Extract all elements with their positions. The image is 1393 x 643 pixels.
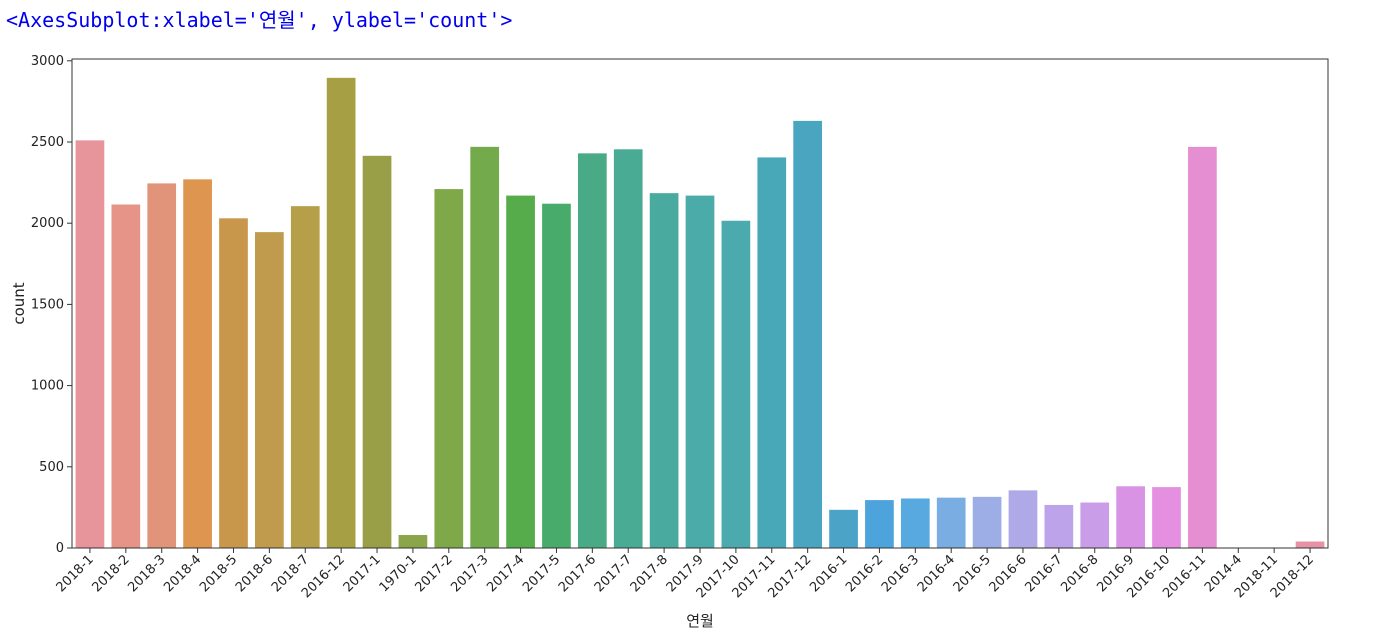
x-tick-label: 2017-5 bbox=[520, 552, 563, 595]
x-tick-label: 2016-3 bbox=[879, 552, 922, 595]
x-axis-ticks: 2018-12018-22018-32018-42018-52018-62018… bbox=[54, 548, 1317, 601]
x-tick-label: 2016-8 bbox=[1058, 552, 1101, 595]
bar-1970-1 bbox=[398, 535, 428, 548]
bar-2016-7 bbox=[1044, 504, 1074, 548]
bar-2018-5 bbox=[219, 218, 248, 548]
bar-2018-6 bbox=[255, 232, 284, 548]
bar-2018-12 bbox=[1295, 541, 1325, 548]
bar-2018-4 bbox=[183, 179, 212, 549]
x-tick-label: 2016-1 bbox=[807, 552, 850, 595]
bar-2018-7 bbox=[290, 206, 320, 548]
x-tick-label: 2017-2 bbox=[412, 552, 455, 595]
x-tick-label: 2016-2 bbox=[843, 552, 886, 595]
x-tick-label: 2017-6 bbox=[556, 552, 599, 595]
bar-2018-3 bbox=[147, 183, 177, 548]
x-tick-label: 2016-5 bbox=[951, 552, 994, 595]
bar-2018-1 bbox=[75, 140, 105, 548]
bar-2017-2 bbox=[434, 189, 464, 549]
x-tick-label: 2017-8 bbox=[628, 552, 671, 595]
bar-2017-9 bbox=[685, 195, 715, 548]
output-repr-text: <AxesSubplot:xlabel='연월', ylabel='count'… bbox=[6, 8, 513, 32]
x-tick-label: 2018-4 bbox=[161, 552, 204, 595]
y-tick-label: 3000 bbox=[31, 54, 64, 69]
x-tick-label: 2018-6 bbox=[233, 552, 276, 595]
bar-2017-3 bbox=[470, 146, 500, 548]
bar-2016-5 bbox=[972, 496, 1002, 548]
y-tick-label: 1000 bbox=[31, 379, 64, 394]
bar-2016-12 bbox=[326, 77, 356, 548]
y-axis-ticks: 0 500 1000 1500 2000 2500 3000 bbox=[31, 54, 72, 556]
bar-2017-4 bbox=[506, 195, 535, 548]
bar-2017-11 bbox=[757, 157, 787, 549]
bar-2016-4 bbox=[936, 497, 966, 548]
x-tick-label: 2017-3 bbox=[448, 552, 491, 595]
bar-2016-11 bbox=[1188, 146, 1217, 548]
bar-2017-5 bbox=[542, 203, 571, 548]
bar-2016-1 bbox=[829, 509, 858, 548]
x-tick-label: 2016-6 bbox=[987, 552, 1030, 595]
bar-2016-10 bbox=[1152, 487, 1181, 548]
y-tick-label: 1500 bbox=[31, 297, 64, 312]
x-tick-label: 2016-7 bbox=[1023, 552, 1066, 595]
bar-2017-10 bbox=[721, 220, 751, 549]
bar-2017-8 bbox=[649, 193, 679, 549]
bar-2016-8 bbox=[1080, 502, 1110, 548]
bars-group bbox=[75, 77, 1325, 549]
bar-2017-7 bbox=[613, 149, 643, 548]
y-axis-label: count bbox=[10, 282, 28, 324]
bar-2016-6 bbox=[1008, 490, 1038, 548]
bar-2018-2 bbox=[111, 204, 141, 548]
x-tick-label: 2017-7 bbox=[592, 552, 635, 595]
x-tick-label: 2017-1 bbox=[341, 552, 384, 595]
x-tick-label: 1970-1 bbox=[377, 552, 420, 595]
x-tick-label: 2018-1 bbox=[54, 552, 97, 595]
bar-2016-2 bbox=[865, 500, 894, 548]
bar-2016-3 bbox=[900, 498, 930, 548]
bar-2017-1 bbox=[362, 155, 392, 548]
bar-2017-12 bbox=[793, 120, 823, 548]
x-axis-label: 연월 bbox=[686, 612, 714, 630]
x-tick-label: 2018-2 bbox=[89, 552, 132, 595]
x-tick-label: 2016-4 bbox=[915, 552, 958, 595]
y-tick-label: 0 bbox=[56, 541, 64, 556]
x-tick-label: 2017-4 bbox=[484, 552, 527, 595]
bar-2016-9 bbox=[1116, 486, 1145, 548]
bar-2017-6 bbox=[577, 153, 607, 548]
x-tick-label: 2018-5 bbox=[197, 552, 240, 595]
x-tick-label: 2018-3 bbox=[125, 552, 168, 595]
y-tick-label: 2500 bbox=[31, 135, 64, 150]
y-tick-label: 500 bbox=[39, 460, 64, 475]
y-tick-label: 2000 bbox=[31, 216, 64, 231]
